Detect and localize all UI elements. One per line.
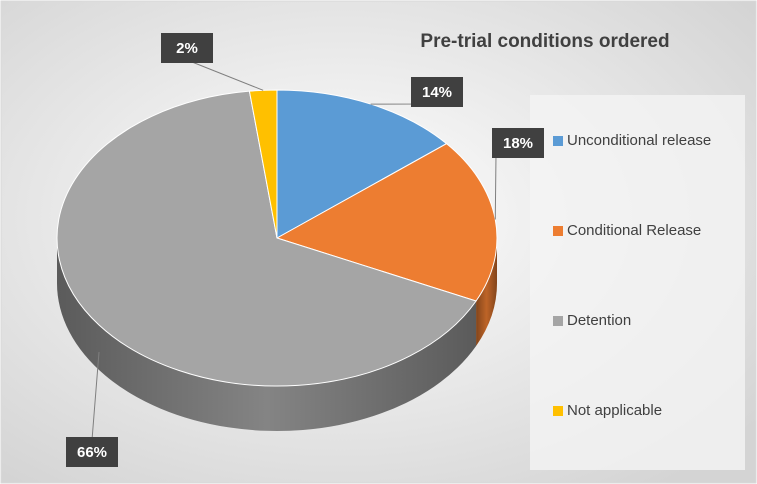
- pie: 14% 18% 66% 2%: [56, 33, 544, 467]
- label-box: [66, 437, 118, 467]
- data-label: 2%: [176, 40, 198, 57]
- legend-label: Unconditional release: [567, 132, 711, 149]
- chart-title: Pre-trial conditions ordered: [420, 31, 669, 52]
- legend-label: Not applicable: [567, 402, 662, 419]
- legend-label: Detention: [567, 312, 631, 329]
- legend-swatch: [553, 406, 563, 416]
- data-label: 18%: [503, 135, 533, 152]
- slice: [56, 90, 477, 387]
- slice: [275, 143, 498, 302]
- legend-label: Conditional Release: [567, 222, 701, 239]
- label-box: [161, 33, 213, 63]
- legend-area: [530, 95, 745, 470]
- legend-swatch: [553, 226, 563, 236]
- slice-side-shade: [476, 238, 497, 347]
- label-box: [492, 128, 544, 158]
- slice-side-shade: [57, 238, 477, 431]
- legend-swatch: [553, 316, 563, 326]
- legend-swatch: [553, 136, 563, 146]
- data-label: 66%: [77, 444, 107, 461]
- slice: [248, 89, 278, 239]
- data-label: 14%: [422, 84, 452, 101]
- label-box: [411, 77, 463, 107]
